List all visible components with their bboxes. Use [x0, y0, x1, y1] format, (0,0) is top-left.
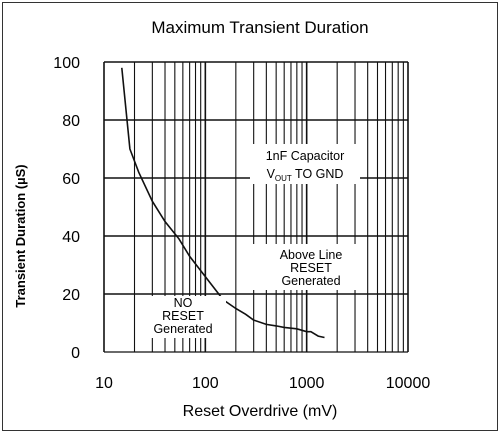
x-tick-label: 10 — [95, 375, 113, 392]
above-line-annotation-line3: Generated — [281, 274, 340, 288]
y-tick-label: 40 — [62, 229, 80, 246]
chart-title: Maximum Transient Duration — [151, 18, 368, 37]
x-tick-label: 100 — [192, 375, 219, 392]
y-axis-label: Transient Duration (µS) — [13, 164, 28, 307]
data-curve — [121, 67, 325, 339]
x-tick-label: 10000 — [386, 375, 431, 392]
y-tick-label: 60 — [62, 171, 80, 188]
above-line-annotation-line1: Above Line — [280, 248, 343, 262]
above-line-annotation-bg — [250, 244, 356, 290]
below-line-annotation-line1: NO — [174, 296, 193, 310]
x-tick-label: 1000 — [289, 375, 325, 392]
y-tick-label: 80 — [62, 113, 80, 130]
capacitor-annotation-line2: VOUT TO GND — [267, 167, 344, 183]
above-line-annotation-line2: RESET — [290, 261, 332, 275]
below-line-annotation-line3: Generated — [153, 322, 212, 336]
y-tick-labels: 0 20 40 60 80 100 — [53, 55, 80, 362]
y-tick-label: 20 — [62, 287, 80, 304]
y-tick-label: 100 — [53, 55, 80, 72]
x-axis-label: Reset Overdrive (mV) — [183, 403, 338, 420]
below-line-annotation-bg — [140, 296, 226, 338]
chart-frame — [2, 2, 498, 431]
capacitor-annotation-bg — [250, 144, 360, 184]
capacitor-annotation-line1: 1nF Capacitor — [266, 149, 345, 163]
below-line-annotation-line2: RESET — [162, 309, 204, 323]
y-tick-label: 0 — [71, 345, 80, 362]
x-tick-labels: 10 100 1000 10000 — [95, 375, 430, 392]
